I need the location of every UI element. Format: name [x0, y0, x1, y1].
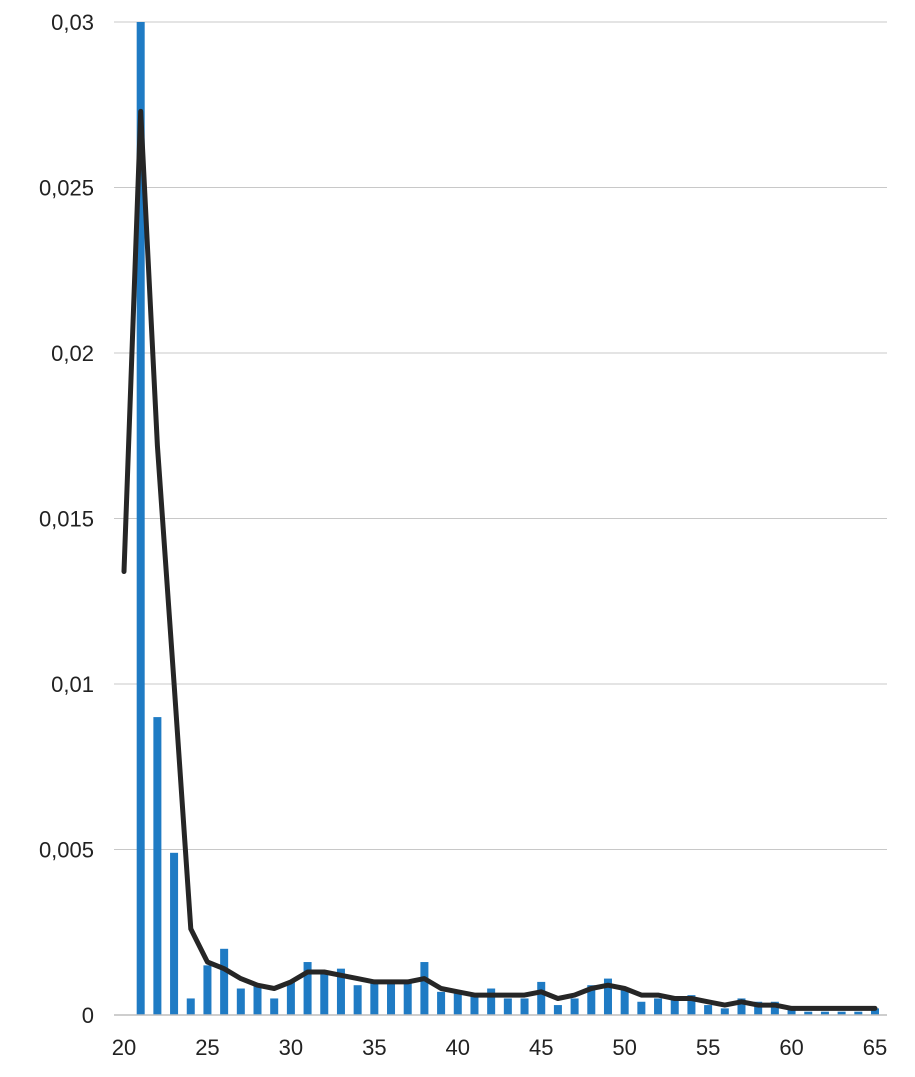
x-tick-label: 40 [446, 1035, 470, 1060]
x-tick-label: 30 [279, 1035, 303, 1060]
bar [320, 971, 329, 1015]
y-tick-label: 0,015 [39, 507, 94, 532]
bar [487, 988, 496, 1015]
bar [537, 981, 546, 1015]
bar [170, 852, 179, 1015]
bar [670, 998, 679, 1015]
bar [870, 1008, 880, 1015]
y-tick-label: 0,03 [51, 10, 94, 35]
bar [370, 981, 379, 1015]
bar [804, 1011, 813, 1015]
bar [553, 1005, 562, 1015]
x-tick-label: 45 [529, 1035, 553, 1060]
y-tick-label: 0,01 [51, 672, 94, 697]
bar [220, 948, 229, 1015]
bar [503, 998, 512, 1015]
bar [570, 998, 579, 1015]
line-series [121, 108, 878, 1011]
x-tick-label: 55 [696, 1035, 720, 1060]
bar [236, 988, 245, 1015]
bar [437, 991, 446, 1015]
bar-series [136, 22, 880, 1015]
bar [704, 1005, 713, 1015]
bar [770, 1001, 779, 1015]
y-tick-label: 0 [82, 1003, 94, 1028]
bar [837, 1011, 846, 1015]
x-tick-label: 20 [112, 1035, 136, 1060]
bar [737, 998, 746, 1015]
bar [186, 998, 195, 1015]
bar [353, 985, 362, 1015]
x-tick-label: 50 [612, 1035, 636, 1060]
bar [520, 998, 529, 1015]
x-tick-label: 60 [779, 1035, 803, 1060]
bar [587, 985, 596, 1015]
bar [136, 22, 145, 1015]
x-tick-label: 35 [362, 1035, 386, 1060]
x-axis-tick-labels: 20 25 30 35 40 45 50 55 60 65 [112, 1035, 887, 1060]
bar [820, 1011, 829, 1015]
bar [270, 998, 279, 1015]
bar [336, 968, 345, 1015]
gridlines [114, 21, 887, 850]
bar [420, 962, 429, 1015]
bar [303, 962, 312, 1015]
bar [754, 1001, 763, 1015]
y-tick-label: 0,02 [51, 341, 94, 366]
x-tick-label: 65 [863, 1035, 887, 1060]
x-tick-label: 25 [195, 1035, 219, 1060]
bar [637, 1001, 646, 1015]
bar [387, 981, 396, 1015]
bar [470, 995, 479, 1015]
bar [253, 985, 262, 1015]
bar [603, 978, 612, 1015]
bar [687, 995, 696, 1015]
bar [854, 1011, 863, 1015]
bar [620, 988, 629, 1015]
series-line [121, 108, 878, 1011]
y-tick-label: 0,005 [39, 838, 94, 863]
bar [286, 981, 295, 1015]
bar [203, 965, 212, 1015]
bar [720, 1008, 729, 1015]
bar [403, 981, 412, 1015]
bar [654, 998, 663, 1015]
bar [153, 717, 162, 1015]
y-axis-tick-labels: 0 0,005 0,01 0,015 0,02 0,025 0,03 [39, 10, 94, 1028]
y-tick-label: 0,025 [39, 176, 94, 201]
bar [787, 1008, 796, 1015]
bar [453, 991, 462, 1015]
